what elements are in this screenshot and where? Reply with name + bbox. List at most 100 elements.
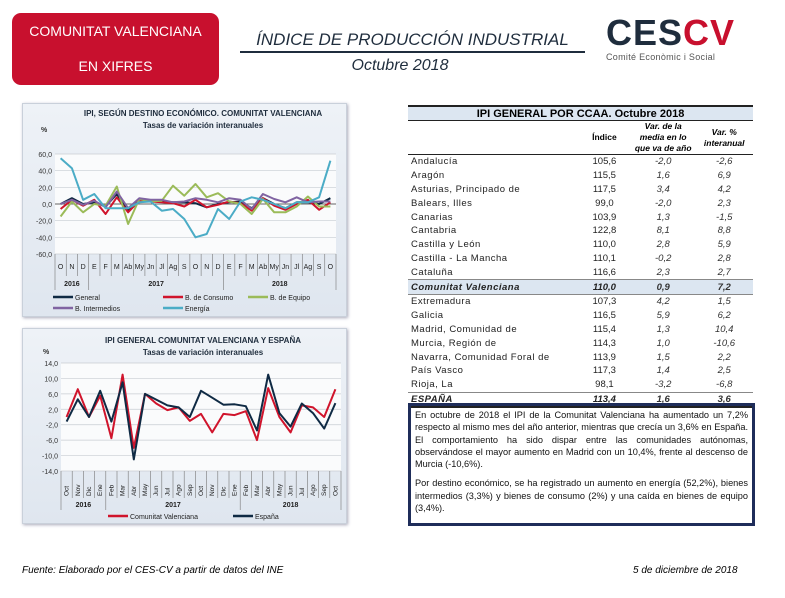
- cell-indice: 116,5: [592, 310, 616, 322]
- x-tick-label: Ag: [304, 264, 313, 271]
- chart-svg: IPI GENERAL COMUNITAT VALENCIANA Y ESPAÑ…: [42, 336, 342, 521]
- cell-var-media: 1,6: [656, 170, 670, 182]
- cell-var-media: 2,8: [656, 239, 670, 251]
- cell-var-inter: 4,2: [717, 183, 731, 195]
- table-row: País Vasco 117,3 1,4 2,5: [408, 364, 753, 378]
- y-tick-label: 14,0: [44, 361, 58, 368]
- table-row: Balears, Illes 99,0 -2,0 2,3: [408, 196, 753, 210]
- y-tick-label: 60,0: [38, 152, 52, 159]
- badge-line-2: EN XIFRES: [78, 58, 153, 74]
- x-tick-label: M: [249, 264, 255, 271]
- table-row: ESPAÑA 113,4 1,6 3,6: [408, 391, 753, 409]
- x-tick-label: E: [227, 264, 232, 271]
- cell-var-media: 1,5: [656, 351, 670, 363]
- x-tick-label: N: [204, 264, 209, 271]
- table-row: Navarra, Comunidad Foral de 113,9 1,5 2,2: [408, 350, 753, 364]
- cell-var-media: 1,3: [656, 211, 670, 223]
- x-tick-label: D: [215, 264, 220, 271]
- cell-name: Castilla y León: [411, 239, 481, 251]
- x-tick-label: S: [182, 264, 187, 271]
- x-tick-label: O: [328, 264, 334, 271]
- cell-name: Rioja, La: [411, 379, 453, 391]
- cell-name: Aragón: [411, 170, 445, 182]
- x-tick-label: O: [193, 264, 199, 271]
- table-row: Cataluña 116,6 2,3 2,7: [408, 265, 753, 279]
- cell-name: Cantabria: [411, 225, 457, 237]
- cell-name: Andalucía: [411, 156, 458, 168]
- col-var-interanual: Var. % interanual: [695, 120, 753, 155]
- x-tick-label: My: [135, 264, 145, 271]
- cell-name: País Vasco: [411, 365, 464, 377]
- cell-indice: 117,3: [592, 365, 616, 377]
- x-tick-label: D: [81, 264, 86, 271]
- chart-subtitle: Tasas de variación interanuales: [143, 348, 264, 357]
- legend-label: General: [75, 295, 100, 302]
- cell-var-inter: 8,8: [717, 225, 731, 237]
- table-row: Castilla - La Mancha 110,1 -0,2 2,8: [408, 252, 753, 266]
- cescv-logo: CESCV Comité Econòmic i Social: [606, 14, 756, 64]
- plot-area: [61, 363, 341, 471]
- footer-date: 5 de diciembre de 2018: [633, 565, 738, 576]
- y-axis-label: %: [43, 349, 50, 356]
- cell-var-media: 1,0: [656, 337, 670, 349]
- year-label: 2016: [76, 502, 92, 509]
- cell-indice: 116,6: [592, 266, 616, 278]
- cell-indice: 122,8: [592, 225, 617, 237]
- cell-indice: 103,9: [592, 211, 617, 223]
- cell-var-inter: 10,4: [714, 323, 734, 335]
- x-tick-label: Ago: [310, 484, 317, 496]
- badge-line-1: COMUNITAT VALENCIANA: [29, 23, 202, 39]
- x-tick-label: F: [238, 264, 242, 271]
- cell-name: Balears, Illes: [411, 197, 473, 209]
- x-tick-label: Jl: [294, 264, 300, 271]
- x-tick-label: Sep: [187, 484, 194, 496]
- cell-var-inter: 7,2: [695, 279, 753, 295]
- table-title: IPI GENERAL POR CCAA. Octubre 2018: [408, 105, 753, 121]
- x-tick-label: Ene: [97, 484, 104, 496]
- cell-name: Madrid, Comunidad de: [411, 323, 518, 335]
- x-tick-label: Nov: [209, 484, 216, 496]
- table-row: Extremadura 107,3 4,2 1,5: [408, 294, 753, 308]
- cell-var-media: 1,3: [656, 323, 670, 335]
- col-var-media: Var. de la media en lo que va de año: [630, 120, 696, 155]
- table-row: Rioja, La 98,1 -3,2 -6,8: [408, 378, 753, 392]
- cell-var-media: 4,2: [656, 296, 670, 308]
- legend-label: Comunitat Valenciana: [130, 514, 198, 521]
- y-tick-label: -20,0: [36, 219, 52, 226]
- cell-name: Murcia, Región de: [411, 337, 497, 349]
- cell-indice: 117,5: [592, 183, 616, 195]
- summary-paragraph-1: En octubre de 2018 el IPI de la Comunita…: [415, 410, 748, 470]
- x-tick-label: Abr: [131, 485, 138, 496]
- legend-label: Energía: [185, 306, 210, 313]
- cell-name: Canarias: [411, 211, 454, 223]
- x-tick-label: Mar: [254, 484, 261, 496]
- x-tick-label: Mar: [120, 484, 127, 496]
- cell-var-media: 2,3: [656, 266, 670, 278]
- x-tick-label: Ab: [259, 264, 268, 271]
- logo-tagline: Comité Econòmic i Social: [606, 52, 716, 62]
- cell-indice: 99,0: [595, 197, 614, 209]
- cell-var-inter: 2,7: [717, 266, 731, 278]
- region-badge: COMUNITAT VALENCIANA EN XIFRES: [12, 13, 219, 85]
- cell-var-media: 1,4: [656, 365, 670, 377]
- cell-var-inter: 6,9: [717, 170, 731, 182]
- x-tick-label: E: [92, 264, 97, 271]
- x-tick-label: Jn: [282, 264, 290, 271]
- table-row: Castilla y León 110,0 2,8 5,9: [408, 238, 753, 252]
- cell-name: Asturias, Principado de: [411, 183, 521, 195]
- cell-var-inter: 2,2: [717, 351, 731, 363]
- x-tick-label: Jl: [159, 264, 165, 271]
- cell-var-inter: 2,5: [717, 365, 731, 377]
- y-tick-label: -10,0: [42, 454, 58, 461]
- cell-name: Cataluña: [411, 266, 454, 278]
- chart-subtitle: Tasas de variación interanuales: [143, 121, 264, 130]
- x-tick-label: Ene: [232, 484, 239, 496]
- y-tick-label: -14,0: [42, 469, 58, 476]
- x-tick-label: Abr: [265, 485, 272, 496]
- chart-title: IPI GENERAL COMUNITAT VALENCIANA Y ESPAÑ…: [105, 336, 301, 345]
- x-tick-label: Dic: [220, 486, 227, 496]
- table-row: Asturias, Principado de 117,5 3,4 4,2: [408, 183, 753, 197]
- legend-label: España: [255, 514, 279, 521]
- year-label: 2018: [272, 281, 288, 288]
- chart-destino-economico: IPI, SEGÚN DESTINO ECONÓMICO. COMUNITAT …: [22, 103, 347, 317]
